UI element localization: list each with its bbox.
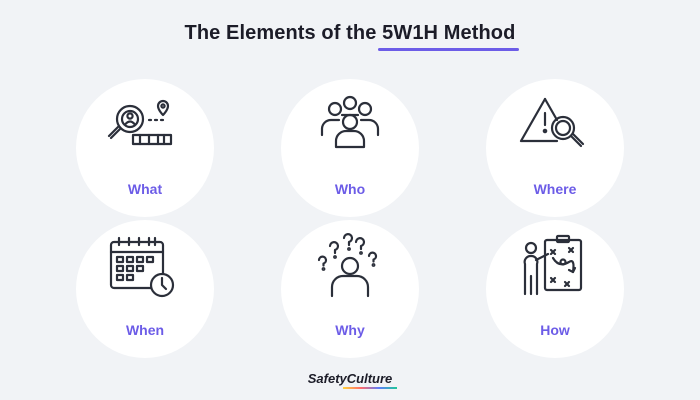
element-where: Where [486, 79, 624, 217]
element-when: When [76, 220, 214, 358]
element-what: What [76, 79, 214, 217]
element-label: Where [533, 181, 577, 197]
warning-magnifier-icon [519, 97, 585, 148]
page-title: The Elements of the 5W1H Method [0, 22, 700, 51]
presenter-strategy-board-icon [523, 234, 583, 296]
element-label: When [125, 322, 165, 338]
title-highlight: 5W1H Method [378, 22, 520, 51]
brand-underline [343, 387, 397, 389]
element-label: How [540, 322, 570, 338]
element-why: Why [281, 220, 419, 358]
element-label: Why [335, 322, 365, 338]
brand-name: SafetyCulture [307, 371, 393, 386]
magnifier-person-location-icon [107, 99, 173, 146]
element-label: Who [334, 181, 366, 197]
element-how: How [486, 220, 624, 358]
person-question-marks-icon [317, 233, 378, 298]
brand-logo: SafetyCulture [0, 371, 700, 389]
group-people-icon [320, 95, 380, 149]
title-prefix: The Elements of the [184, 22, 383, 44]
element-who: Who [281, 79, 419, 217]
calendar-clock-icon [109, 236, 175, 298]
element-label: What [127, 181, 163, 197]
